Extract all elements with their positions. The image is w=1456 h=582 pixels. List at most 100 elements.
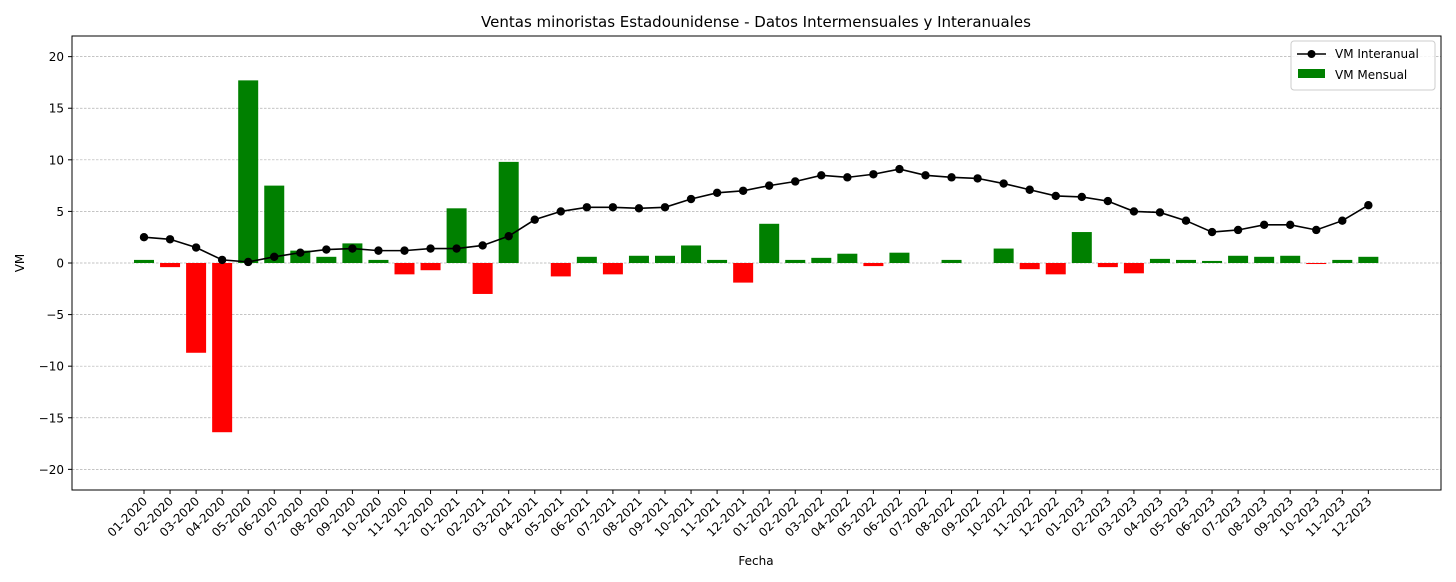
y-tick-label: −20 [39, 463, 64, 477]
y-axis: 20 15 10 5 0 −5 −10 −15 −20 [39, 50, 72, 477]
yoy-point [921, 171, 930, 180]
yoy-point [1103, 196, 1113, 206]
legend: VM Interanual VM Mensual [1290, 40, 1436, 91]
mom-bar [733, 263, 754, 283]
y-tick-label: −10 [39, 360, 64, 374]
yoy-point [765, 181, 774, 190]
mom-bar [550, 263, 571, 277]
yoy-point [1338, 216, 1347, 225]
mom-bar [811, 257, 832, 263]
yoy-point [452, 244, 461, 253]
yoy-line [139, 164, 1373, 267]
mom-bar [681, 245, 702, 263]
y-axis-label: VM [13, 254, 27, 273]
y-tick-label: 15 [49, 102, 64, 116]
yoy-point [738, 186, 748, 195]
yoy-point [217, 255, 227, 265]
y-tick-label: −15 [39, 411, 64, 425]
yoy-point [1259, 220, 1269, 230]
yoy-line-path [143, 168, 1369, 263]
mom-bar [993, 248, 1014, 263]
yoy-point [869, 170, 878, 179]
mom-bar [759, 223, 780, 263]
yoy-point [895, 164, 904, 174]
yoy-point [660, 203, 670, 212]
mom-bar [186, 263, 207, 353]
yoy-point [1181, 216, 1191, 225]
yoy-point [504, 231, 513, 241]
mom-bar [212, 263, 233, 433]
mom-bar [1123, 263, 1144, 274]
mom-bar [472, 263, 493, 294]
yoy-point [400, 246, 409, 255]
yoy-point [165, 235, 175, 244]
legend-box [1290, 40, 1436, 91]
yoy-point [1286, 220, 1295, 230]
mom-bar [863, 263, 884, 267]
y-tick-label: 10 [49, 153, 64, 167]
mom-bar [655, 255, 675, 263]
mom-bar [785, 259, 806, 263]
yoy-point [139, 233, 149, 242]
yoy-point [1364, 201, 1373, 210]
y-tick-label: 0 [56, 257, 64, 271]
yoy-point [582, 203, 592, 212]
yoy-point [478, 241, 487, 250]
yoy-point [843, 173, 852, 182]
chart-title: Ventas minoristas Estadounidense - Datos… [481, 13, 1031, 31]
grid [72, 56, 1441, 470]
yoy-point [348, 244, 357, 253]
mom-bar [1202, 260, 1223, 263]
x-axis-label: Fecha [738, 554, 773, 568]
mom-bar [1071, 232, 1092, 263]
mom-bar [1045, 263, 1066, 275]
mom-bar [1254, 256, 1275, 263]
y-tick-label: 5 [56, 205, 64, 219]
mom-bar [446, 208, 467, 263]
yoy-point [608, 203, 618, 212]
yoy-point [1025, 185, 1034, 194]
mom-bar [602, 263, 623, 275]
mom-bar [1358, 256, 1379, 263]
mom-bar [1228, 255, 1249, 263]
yoy-point [530, 215, 539, 224]
yoy-point [999, 179, 1008, 188]
yoy-point [791, 177, 800, 186]
yoy-point [244, 257, 253, 267]
mom-bar [394, 263, 415, 275]
yoy-point [556, 207, 565, 216]
yoy-point [374, 246, 383, 255]
yoy-point [296, 248, 305, 257]
mom-bar [1097, 263, 1118, 268]
legend-bar-swatch [1298, 69, 1325, 78]
yoy-point [191, 243, 201, 252]
mom-bar [420, 263, 441, 271]
mom-bar [1176, 259, 1196, 263]
yoy-point [817, 171, 826, 180]
legend-marker-swatch [1307, 50, 1316, 58]
y-tick-label: −5 [46, 308, 64, 322]
legend-label-yoy: VM Interanual [1335, 47, 1419, 61]
mom-bar [160, 263, 181, 268]
y-tick-label: 20 [49, 50, 64, 64]
yoy-point [1312, 225, 1321, 235]
mom-bar [264, 185, 285, 263]
mom-bar [576, 256, 597, 263]
mom-bar [1019, 263, 1040, 270]
mom-bar [1149, 258, 1170, 263]
mom-bar [889, 252, 910, 263]
yoy-point [1129, 207, 1139, 216]
mom-bar [707, 259, 728, 263]
yoy-point [270, 252, 279, 262]
mom-bar [1306, 263, 1327, 265]
yoy-point [1155, 208, 1165, 217]
bars [134, 80, 1379, 433]
yoy-point [1207, 227, 1217, 237]
yoy-point [1077, 192, 1087, 202]
mom-bar [1280, 255, 1301, 263]
yoy-point [712, 188, 722, 198]
yoy-point [1051, 191, 1060, 201]
mom-bar [628, 255, 649, 263]
yoy-point [973, 174, 982, 183]
